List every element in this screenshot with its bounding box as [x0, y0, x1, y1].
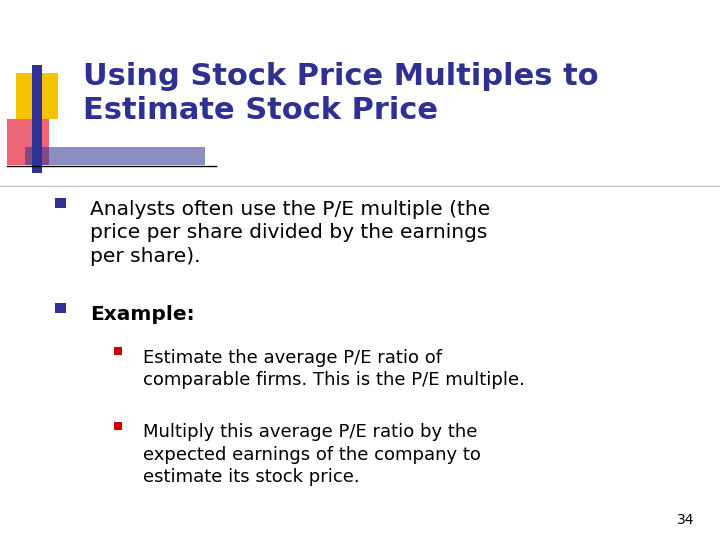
FancyBboxPatch shape	[25, 147, 205, 165]
FancyBboxPatch shape	[55, 198, 66, 208]
Text: 34: 34	[678, 512, 695, 526]
Text: Multiply this average P/E ratio by the
expected earnings of the company to
estim: Multiply this average P/E ratio by the e…	[143, 423, 480, 486]
FancyBboxPatch shape	[114, 422, 122, 430]
Text: Example:: Example:	[90, 305, 194, 324]
FancyBboxPatch shape	[114, 347, 122, 355]
Text: Estimate the average P/E ratio of
comparable firms. This is the P/E multiple.: Estimate the average P/E ratio of compar…	[143, 349, 524, 389]
FancyBboxPatch shape	[7, 119, 49, 165]
FancyBboxPatch shape	[32, 65, 42, 173]
Text: Using Stock Price Multiples to
Estimate Stock Price: Using Stock Price Multiples to Estimate …	[83, 62, 598, 125]
Text: Analysts often use the P/E multiple (the
price per share divided by the earnings: Analysts often use the P/E multiple (the…	[90, 200, 490, 266]
FancyBboxPatch shape	[16, 73, 58, 119]
FancyBboxPatch shape	[55, 303, 66, 313]
